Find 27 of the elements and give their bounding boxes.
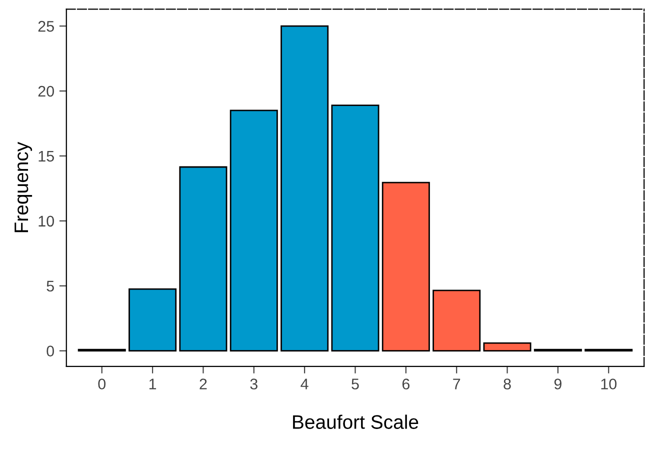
x-tick-label: 10 — [601, 378, 617, 390]
y-tick-label: 20 — [38, 86, 54, 97]
bar — [483, 342, 532, 352]
x-tick-label: 3 — [250, 378, 258, 390]
y-tick-label: 15 — [38, 150, 54, 162]
x-tick-label: 7 — [453, 378, 460, 390]
bar — [382, 182, 430, 352]
bar — [179, 166, 228, 352]
bar — [230, 110, 278, 352]
x-tick-label: 9 — [554, 378, 562, 390]
x-tick-label: 4 — [300, 378, 308, 390]
y-axis-title: Frequency — [14, 142, 32, 232]
y-tick-label: 0 — [46, 346, 54, 356]
x-tick-label: 2 — [200, 378, 207, 390]
x-tick-label: 0 — [98, 378, 106, 390]
bar — [432, 290, 481, 352]
x-tick-label: 5 — [352, 378, 359, 390]
y-tick-label: 10 — [38, 216, 54, 227]
bar — [331, 104, 380, 352]
x-tick-label: 8 — [504, 378, 511, 390]
bar — [128, 288, 177, 352]
x-axis-title: Beaufort Scale — [293, 414, 418, 429]
y-tick-label: 5 — [46, 280, 54, 292]
x-tick-label: 1 — [149, 378, 156, 390]
y-tick-label: 25 — [38, 20, 54, 32]
bar — [280, 25, 329, 352]
x-tick-label: 6 — [402, 378, 410, 390]
